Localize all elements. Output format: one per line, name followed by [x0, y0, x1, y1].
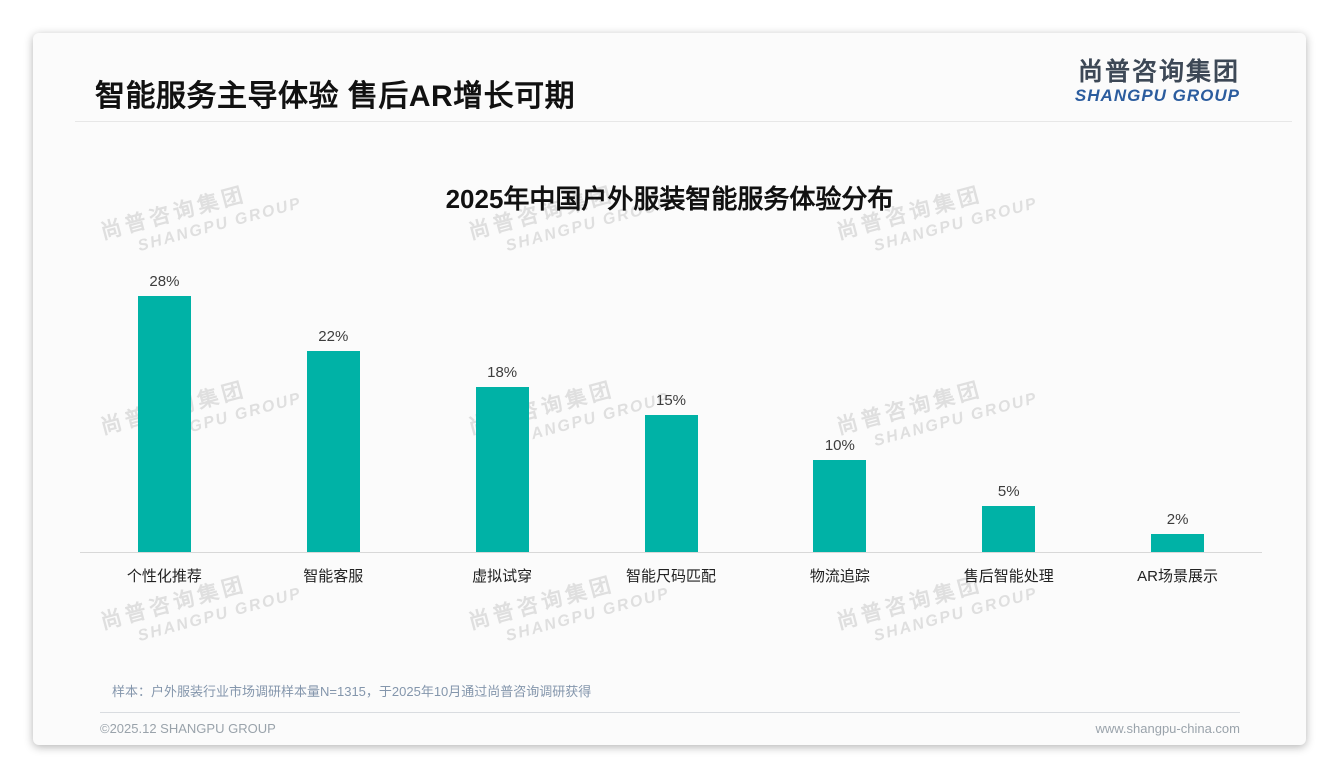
bar-value-label: 10% — [824, 437, 855, 454]
bar-value-label: 22% — [318, 328, 349, 345]
bar — [137, 296, 191, 552]
x-axis-label: 智能客服 — [303, 568, 364, 585]
x-axis-label: 虚拟试穿 — [472, 568, 533, 585]
footer-website: www.shangpu-china.com — [1095, 721, 1240, 736]
x-axis-label: 物流追踪 — [809, 568, 870, 585]
bar-group: 2% — [1093, 511, 1262, 552]
x-axis-label: 智能尺码匹配 — [626, 568, 717, 585]
bar — [813, 460, 867, 552]
x-axis-label: 个性化推荐 — [126, 568, 202, 585]
slide-card: 智能服务主导体验 售后AR增长可期 尚普咨询集团 SHANGPU GROUP 尚… — [33, 33, 1306, 745]
footer-copyright: ©2025.12 SHANGPU GROUP — [100, 721, 276, 736]
bar-group: 22% — [249, 328, 418, 552]
bar-value-label: 15% — [655, 392, 687, 409]
page-title: 智能服务主导体验 售后AR增长可期 — [95, 80, 576, 113]
bar — [982, 506, 1036, 552]
bar-value-label: 18% — [487, 364, 518, 381]
bar-group: 15% — [587, 392, 756, 552]
logo-text-cn: 尚普咨询集团 — [1077, 58, 1240, 86]
bar-group: 5% — [924, 483, 1093, 552]
sample-note: 样本：户外服装行业市场调研样本量N=1315，于2025年10月通过尚普咨询调研… — [112, 684, 592, 699]
x-axis-label: AR场景展示 — [1137, 568, 1218, 585]
bar-group: 10% — [755, 437, 924, 552]
bar-value-label: 2% — [1166, 511, 1189, 528]
x-axis-label: 售后智能处理 — [963, 568, 1054, 585]
logo-text-en: SHANGPU GROUP — [1074, 86, 1240, 105]
watermark-text-en: SHANGPU GROUP — [872, 584, 1040, 645]
bar-group: 28% — [80, 273, 249, 552]
bar-value-label: 28% — [149, 273, 180, 290]
bar — [306, 351, 360, 552]
footer-divider — [100, 712, 1240, 713]
bar — [475, 387, 529, 552]
chart-title: 2025年中国户外服装智能服务体验分布 — [445, 184, 894, 214]
title-divider — [75, 121, 1292, 122]
x-axis-labels: 个性化推荐 智能客服 虚拟试穿 智能尺码匹配 物流追踪 售后智能处理 AR场景展示 — [80, 553, 1262, 586]
bar-value-label: 5% — [997, 483, 1020, 500]
bar — [644, 415, 698, 552]
watermark-text-en: SHANGPU GROUP — [504, 584, 672, 645]
company-logo: 尚普咨询集团 SHANGPU GROUP — [1075, 57, 1240, 106]
watermark-text-en: SHANGPU GROUP — [136, 584, 304, 645]
bar — [1151, 534, 1205, 552]
bar-group: 18% — [418, 364, 587, 552]
chart-plot-area: 28% 22% 18% 15% 10% 5% 2% — [80, 263, 1262, 553]
bar-chart: 28% 22% 18% 15% 10% 5% 2% 个性化推荐 智能客服 虚拟试穿 智能尺码匹配 物… — [80, 263, 1262, 586]
